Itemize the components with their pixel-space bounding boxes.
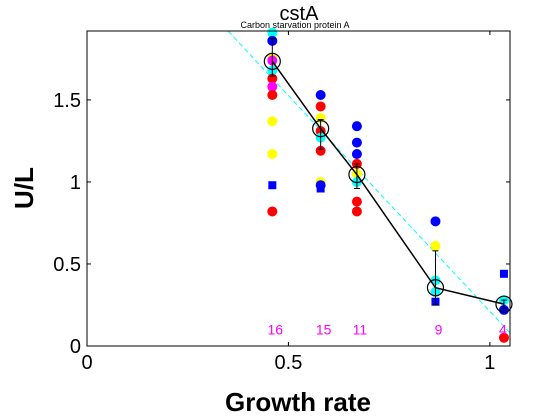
- data-point: [267, 81, 278, 92]
- mean-marker: [312, 120, 330, 138]
- sample-count-label: 16: [268, 322, 284, 338]
- data-point: [267, 206, 278, 217]
- mean-marker: [263, 52, 281, 70]
- counts-layer: 16 15 11 9 4: [268, 322, 508, 338]
- data-point: [267, 27, 278, 38]
- sample-count-label: 9: [435, 322, 443, 338]
- mean-line: [271, 60, 505, 305]
- y-tick-label: 0.5: [53, 254, 81, 276]
- mean-marker: [348, 165, 366, 184]
- y-tick-label: 1: [70, 172, 81, 194]
- data-point: [430, 240, 441, 251]
- data-point-square: [316, 184, 325, 193]
- y-tick-label: 0: [70, 336, 81, 358]
- chart-subtitle: Carbon starvation protein A: [240, 20, 349, 30]
- sample-count-label: 11: [353, 322, 368, 338]
- chart-title: cstA: [280, 3, 320, 25]
- mean-marker: [426, 279, 445, 297]
- x-tick-label: 0: [81, 352, 92, 374]
- sample-count-label: 4: [499, 322, 507, 338]
- data-point: [315, 145, 326, 156]
- data-point: [267, 149, 278, 160]
- mean-marker: [495, 295, 513, 313]
- data-point-square: [499, 269, 508, 278]
- data-point: [498, 304, 509, 315]
- ticks-layer: 0 0.5 1 0 0.5 1 1.5: [53, 31, 510, 374]
- x-axis-label: Growth rate: [225, 387, 371, 417]
- x-tick-label: 0.5: [275, 352, 303, 374]
- data-point: [315, 101, 326, 112]
- sample-count-label: 15: [316, 322, 332, 338]
- data-point: [351, 121, 362, 132]
- data-point: [351, 137, 362, 148]
- x-tick-label: 1: [484, 352, 495, 374]
- data-point: [498, 332, 509, 343]
- data-point: [315, 89, 326, 100]
- y-axis-label: U/L: [9, 167, 39, 209]
- mean-layer: [263, 37, 513, 313]
- data-point: [351, 149, 362, 160]
- data-point: [430, 216, 441, 227]
- data-point: [351, 196, 362, 207]
- data-point-square: [268, 181, 277, 190]
- data-point: [267, 89, 278, 100]
- plot-frame: [86, 30, 511, 347]
- data-point: [351, 206, 362, 217]
- plot-background: [87, 31, 510, 346]
- data-point: [267, 116, 278, 127]
- y-tick-label: 1.5: [53, 90, 81, 112]
